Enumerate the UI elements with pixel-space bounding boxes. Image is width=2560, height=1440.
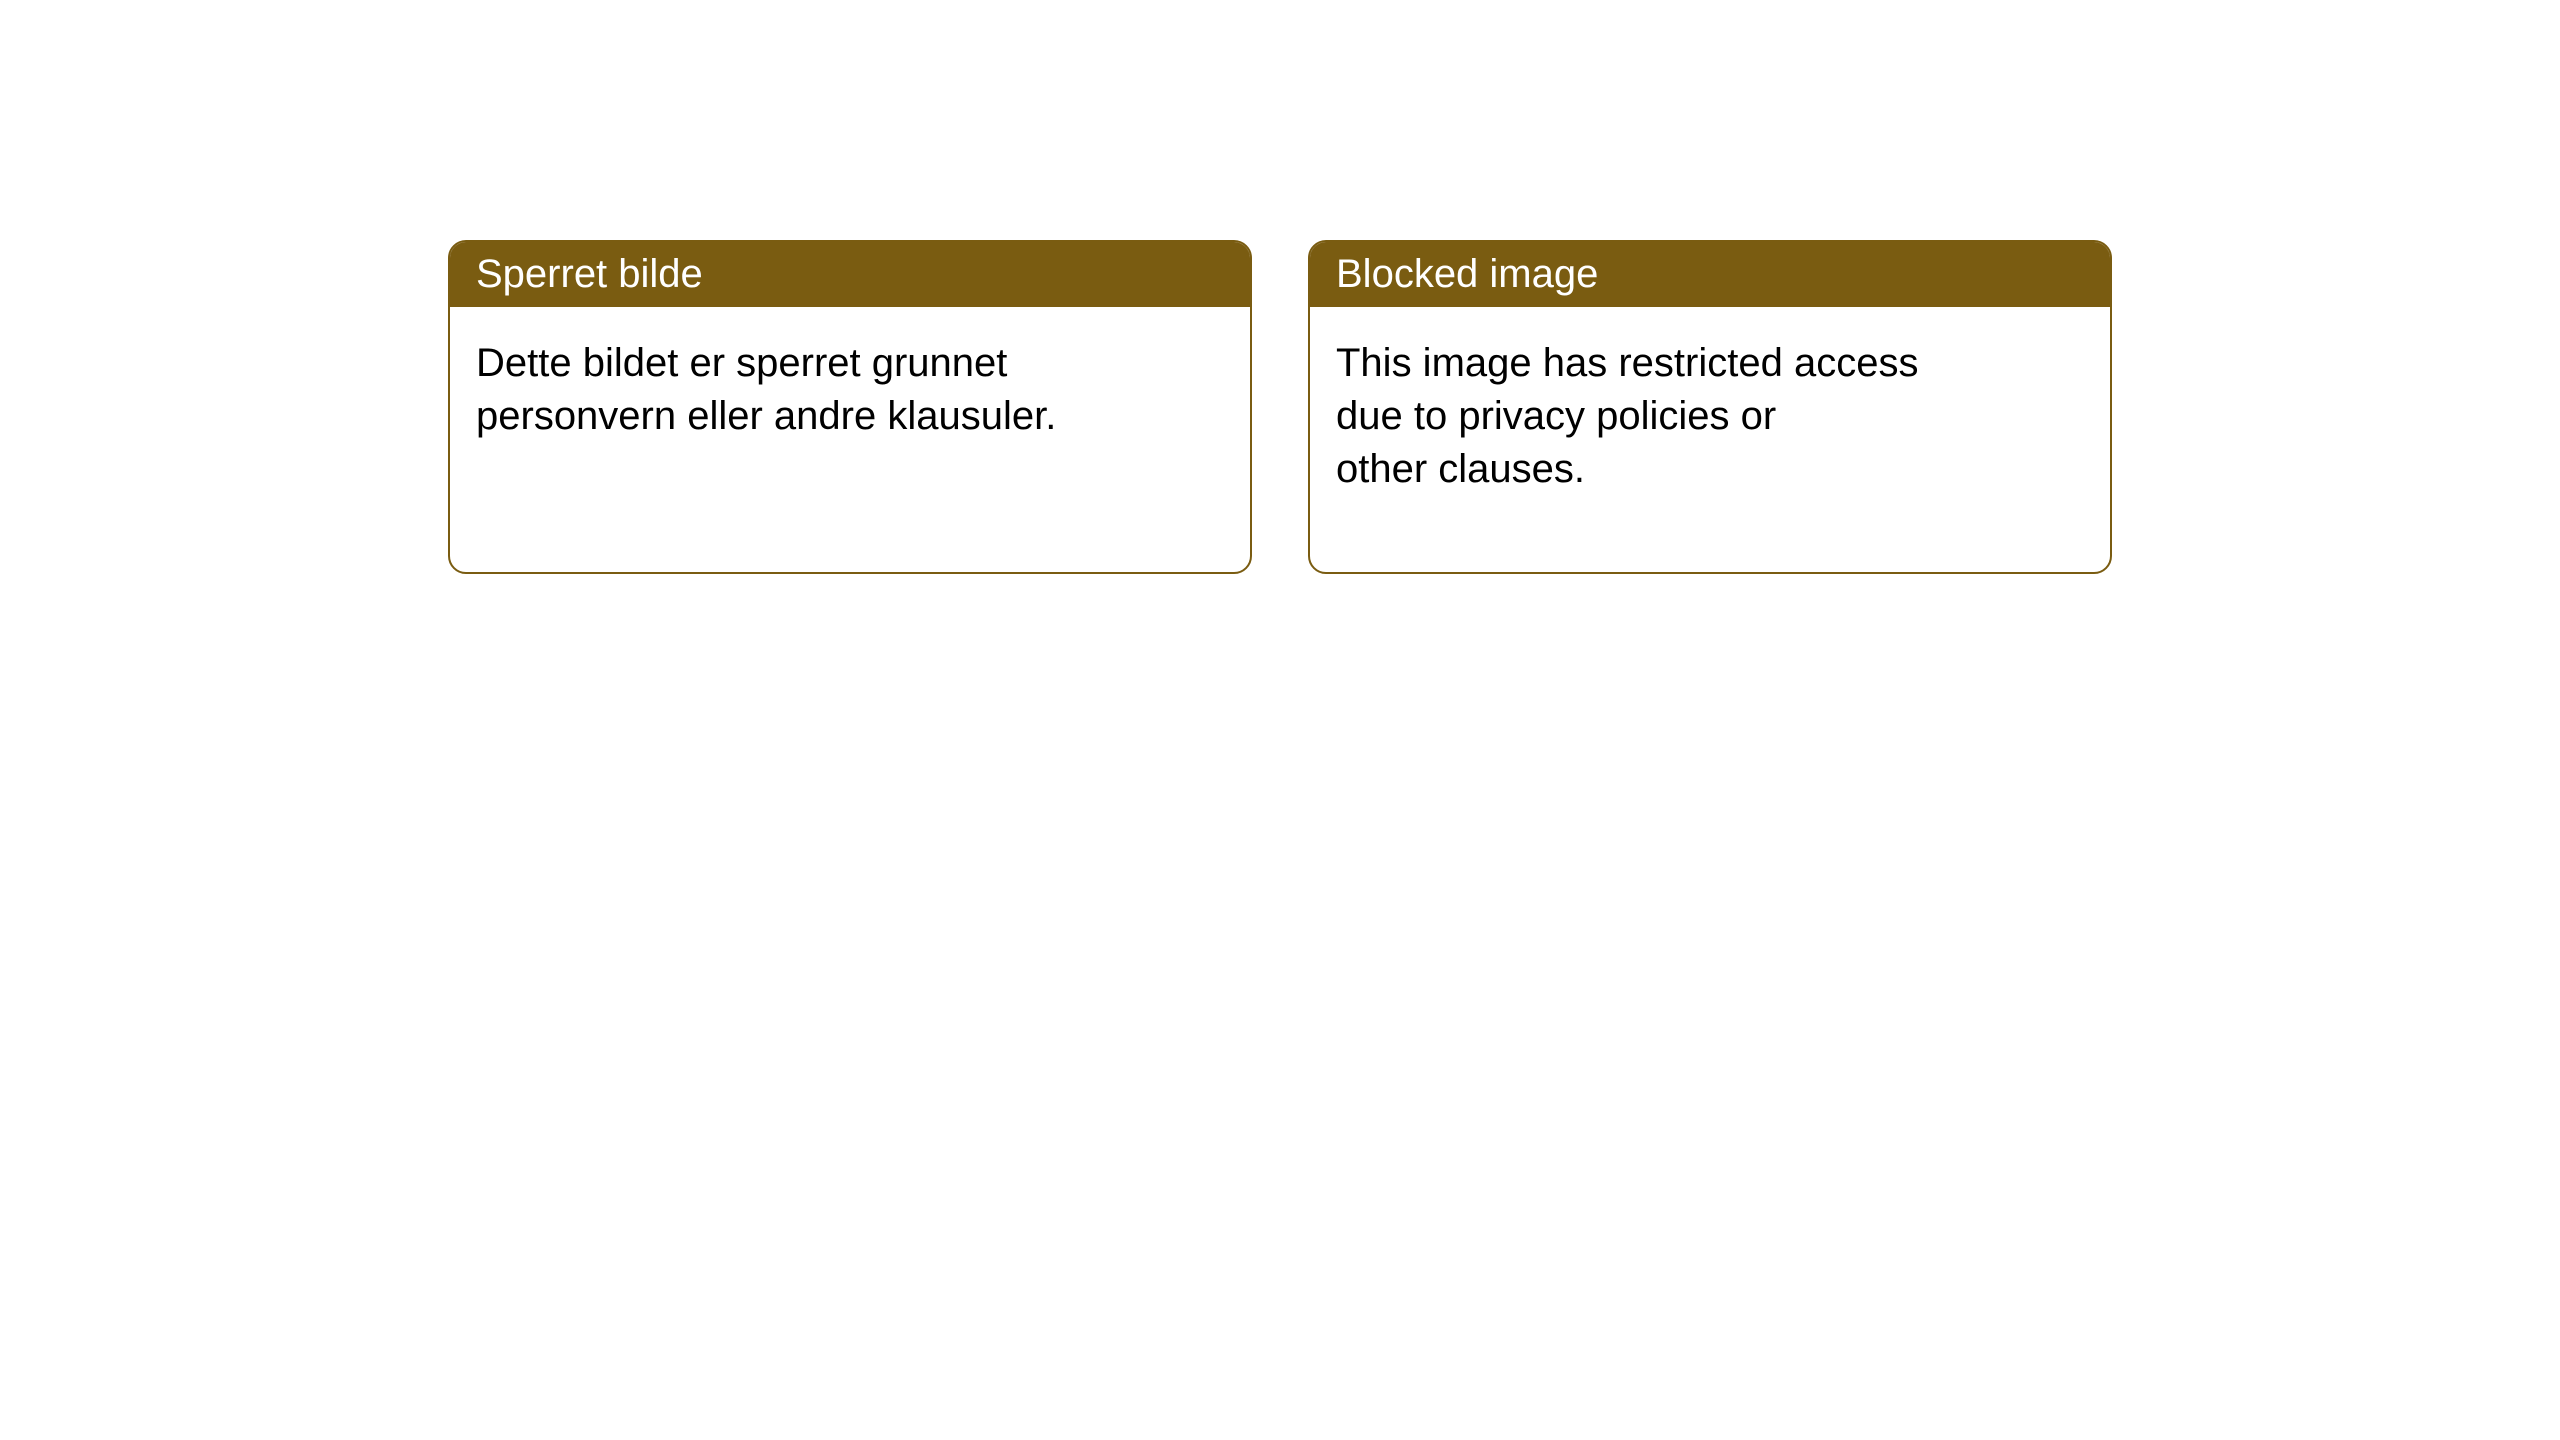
notice-container: Sperret bilde Dette bildet er sperret gr… xyxy=(448,240,2112,574)
notice-body-norwegian: Dette bildet er sperret grunnet personve… xyxy=(450,307,1250,473)
notice-header-norwegian: Sperret bilde xyxy=(450,242,1250,307)
notice-header-english: Blocked image xyxy=(1310,242,2110,307)
notice-body-english: This image has restricted access due to … xyxy=(1310,307,2110,525)
notice-box-norwegian: Sperret bilde Dette bildet er sperret gr… xyxy=(448,240,1252,574)
notice-box-english: Blocked image This image has restricted … xyxy=(1308,240,2112,574)
